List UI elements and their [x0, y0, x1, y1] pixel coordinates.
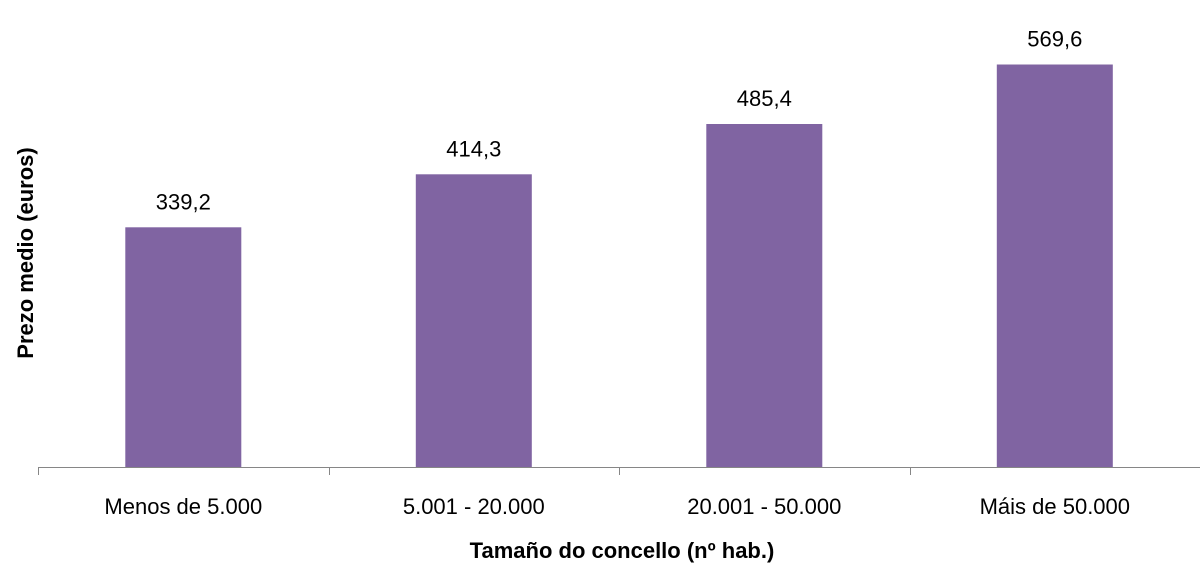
bar [125, 227, 242, 467]
data-label: 569,6 [1027, 27, 1082, 52]
bars-layer [125, 64, 1113, 468]
y-axis-title: Prezo medio (euros) [13, 147, 38, 358]
x-tick-label: 20.001 - 50.000 [687, 494, 841, 519]
x-tick-label: 5.001 - 20.000 [403, 494, 545, 519]
data-label: 485,4 [737, 86, 792, 111]
bar [415, 174, 532, 468]
x-tick-label: Máis de 50.000 [980, 494, 1130, 519]
x-tick-label: Menos de 5.000 [104, 494, 262, 519]
data-labels-layer: 339,2 414,3 485,4 569,6 [156, 27, 1083, 215]
bar [996, 64, 1113, 467]
x-axis-title: Tamaño do concello (nº hab.) [470, 538, 775, 563]
x-axis [38, 467, 1200, 475]
x-tick-labels: Menos de 5.000 5.001 - 20.000 20.001 - 50.… [104, 494, 1130, 519]
bar [706, 124, 823, 467]
data-label: 414,3 [446, 136, 501, 161]
data-label: 339,2 [156, 189, 211, 214]
